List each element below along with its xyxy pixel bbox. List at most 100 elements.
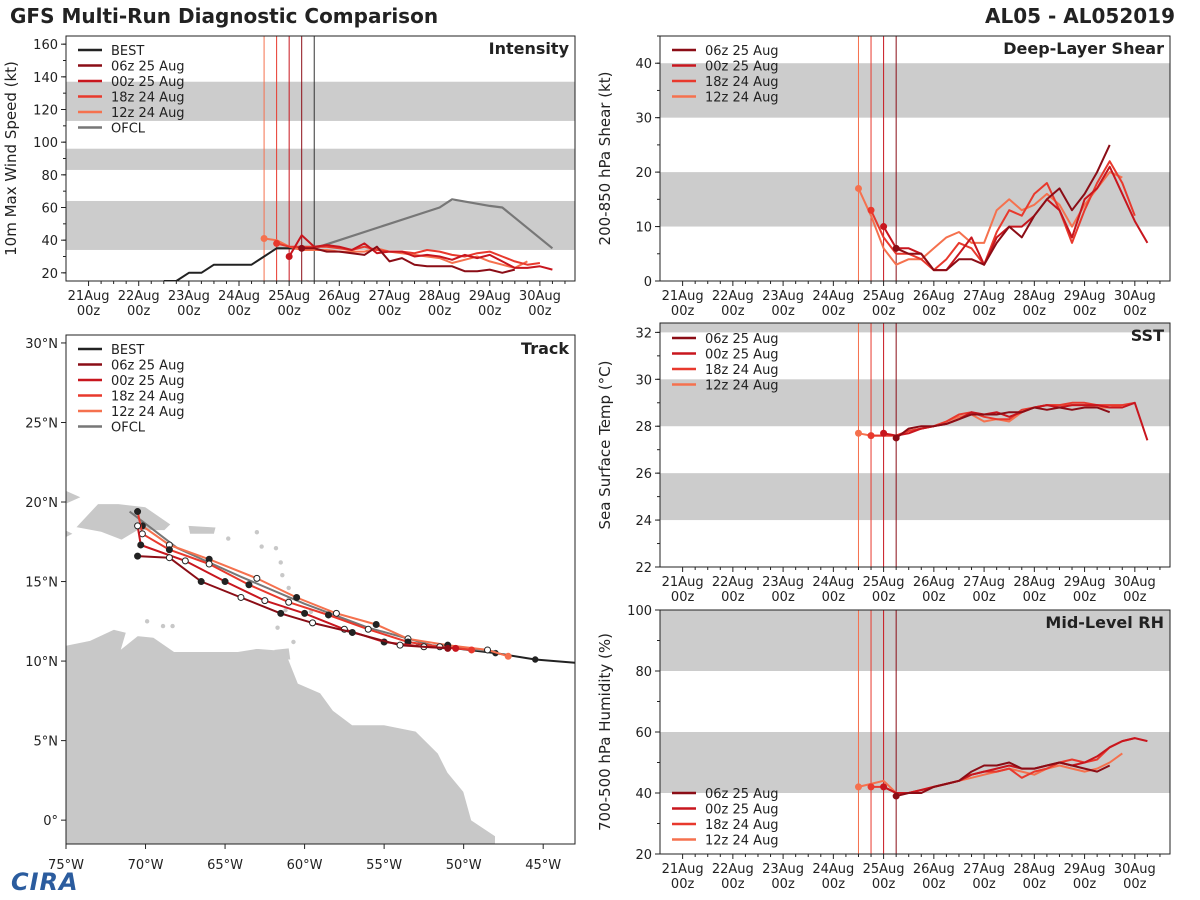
track-ytick-label: 25°N	[25, 416, 58, 431]
cira-logo: CIRA	[5, 866, 105, 898]
track-point-r18	[364, 625, 372, 633]
intensity-xtick-hour: 00z	[177, 304, 201, 319]
intensity-legend-label: OFCL	[111, 122, 146, 137]
rh-xtick-label: 30Aug	[1114, 862, 1156, 877]
intensity-xtick-label: 22Aug	[118, 289, 160, 304]
track-xtick-label: 55°W	[366, 858, 402, 873]
track-title: Track	[521, 339, 569, 358]
rh-xtick-label: 29Aug	[1064, 862, 1106, 877]
track-series-r18	[136, 511, 472, 651]
sst-xtick-hour: 00z	[721, 590, 745, 605]
rh-title: Mid-Level RH	[1045, 613, 1164, 632]
sst-xtick-label: 29Aug	[1064, 575, 1106, 590]
shear-xtick-label: 30Aug	[1114, 289, 1156, 304]
track-point-r06	[237, 593, 245, 601]
track-point-r18	[205, 560, 213, 568]
intensity-xtick-label: 27Aug	[368, 289, 410, 304]
sst-xtick-label: 24Aug	[812, 575, 854, 590]
shear-marker-r12	[854, 184, 862, 192]
intensity-marker-r00	[285, 253, 293, 260]
track-point-r18	[285, 598, 293, 606]
sst-ytick-label: 26	[635, 467, 652, 482]
shear-ytick-label: 30	[635, 112, 652, 127]
rh-legend-label: 00z 25 Aug	[705, 803, 779, 818]
track-panel: 0° 5°N 10°N 15°N 20°N 25°N 30°N 75°W 70°W 65°W 60°…	[25, 334, 576, 873]
sst-xtick-hour: 00z	[1073, 590, 1097, 605]
intensity-ytick-label: 60	[41, 202, 58, 217]
intensity-xtick-label: 26Aug	[318, 289, 360, 304]
sst-xtick-label: 26Aug	[913, 575, 955, 590]
shear-ytick-label: 0	[644, 275, 652, 290]
intensity-xtick-label: 29Aug	[469, 289, 511, 304]
intensity-ytick-label: 100	[33, 136, 58, 151]
shear-xtick-hour: 00z	[721, 304, 745, 319]
jamaica-land	[66, 530, 73, 537]
sst-ytick-label: 30	[635, 373, 652, 388]
track-point-r12	[253, 574, 261, 582]
sst-xtick-label: 21Aug	[662, 575, 704, 590]
track-start-r18	[468, 646, 476, 654]
rh-ytick-label: 100	[627, 604, 652, 619]
intensity-legend-label: 18z 24 Aug	[111, 91, 185, 106]
rh-legend-label: 06z 25 Aug	[705, 787, 779, 802]
rh-xtick-label: 23Aug	[762, 862, 804, 877]
track-point-r00	[221, 578, 229, 586]
rh-legend-label: 12z 24 Aug	[705, 834, 779, 849]
island-3	[283, 607, 288, 613]
track-point-r12	[484, 646, 492, 654]
shear-xtick-label: 27Aug	[963, 289, 1005, 304]
intensity-band-1	[66, 148, 575, 170]
intensity-ytick-label: 20	[41, 267, 58, 282]
shear-marker-r18	[867, 206, 875, 214]
track-point-r00	[134, 522, 142, 530]
intensity-legend-label: BEST	[111, 44, 144, 59]
island-12	[170, 623, 175, 629]
sst-xtick-hour: 00z	[822, 590, 846, 605]
intensity-series-ofcl	[313, 198, 554, 250]
figure-title: GFS Multi-Run Diagnostic Comparison	[10, 4, 439, 28]
intensity-ytick-label: 160	[33, 38, 58, 53]
intensity-series-r06	[301, 245, 516, 274]
rh-marker-r00	[880, 783, 888, 791]
track-legend-label: OFCL	[111, 421, 146, 436]
island-1	[286, 585, 291, 591]
intensity-xtick-hour: 00z	[277, 304, 301, 319]
sst-xtick-hour: 00z	[872, 590, 896, 605]
track-point-r00	[137, 541, 145, 549]
shear-legend-label: 06z 25 Aug	[705, 44, 779, 59]
rh-xtick-label: 25Aug	[863, 862, 905, 877]
intensity-ytick-label: 140	[33, 71, 58, 86]
rh-ytick-label: 40	[635, 787, 652, 802]
intensity-ytick-label: 80	[41, 169, 58, 184]
intensity-xtick-hour: 00z	[478, 304, 502, 319]
shear-xtick-hour: 00z	[1073, 304, 1097, 319]
intensity-xtick-label: 25Aug	[268, 289, 310, 304]
intensity-xtick-label: 24Aug	[218, 289, 260, 304]
rh-xtick-hour: 00z	[922, 877, 946, 892]
shear-xtick-label: 24Aug	[812, 289, 854, 304]
sst-series-r00	[883, 401, 1149, 441]
sst-xtick-hour: 00z	[671, 590, 695, 605]
rh-legend-label: 18z 24 Aug	[705, 818, 779, 833]
intensity-panel: 2040608010012014016021Aug00z22Aug00z23Au…	[2, 35, 576, 319]
rh-series-r06	[895, 761, 1111, 797]
intensity-title: Intensity	[489, 39, 570, 58]
track-series-ofcl	[128, 510, 496, 653]
shear-panel: 01020304021Aug00z22Aug00z23Aug00z24Aug00…	[596, 35, 1171, 319]
island-15	[254, 530, 260, 535]
track-point-r18	[165, 546, 173, 554]
sst-marker-r06	[892, 434, 900, 442]
track-start-r12	[504, 652, 512, 660]
intensity-xtick-hour: 00z	[77, 304, 101, 319]
intensity-xtick-hour: 00z	[528, 304, 552, 319]
hispaniola-land	[74, 503, 172, 541]
rh-xtick-label: 22Aug	[712, 862, 754, 877]
storm-id: AL05 - AL052019	[985, 4, 1175, 28]
rh-xtick-hour: 00z	[1073, 877, 1097, 892]
track-point-r18	[134, 508, 142, 516]
rh-xtick-hour: 00z	[721, 877, 745, 892]
shear-xtick-hour: 00z	[822, 304, 846, 319]
sst-marker-r18	[867, 432, 875, 440]
rh-series-r00	[883, 737, 1148, 794]
